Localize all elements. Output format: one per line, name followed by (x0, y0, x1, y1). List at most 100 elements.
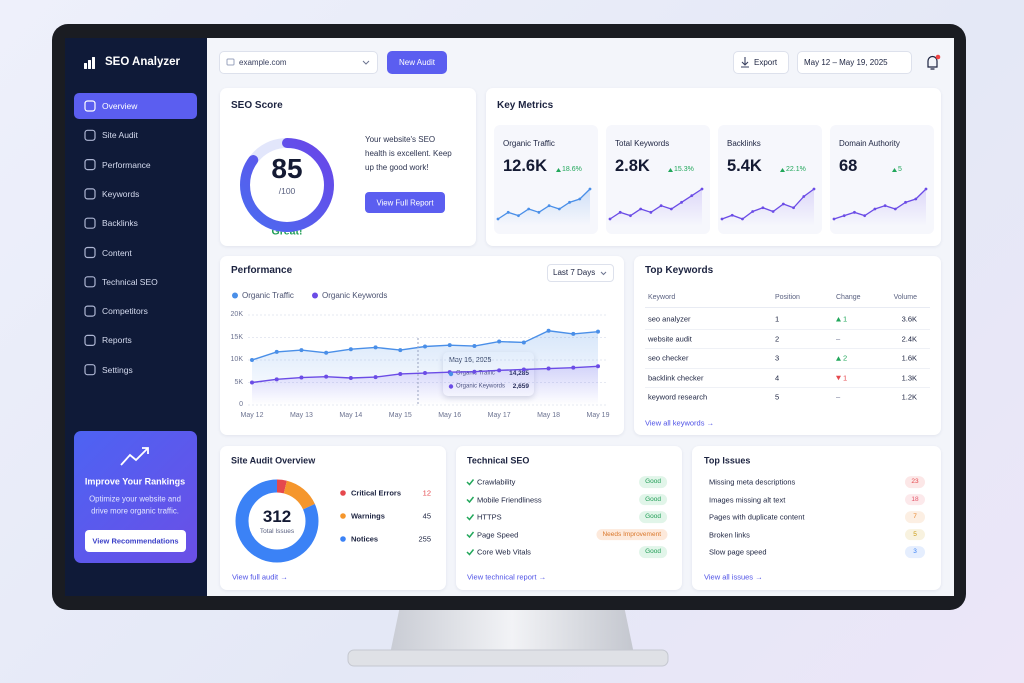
metric-value: 12.6K (503, 157, 548, 176)
issue-count: 255 (418, 534, 431, 544)
promo-button[interactable] (85, 530, 186, 552)
period[interactable]: Last 7 Days (553, 268, 596, 278)
export-button[interactable] (733, 51, 789, 74)
nav-item[interactable]: Performance (102, 159, 151, 170)
domain-select[interactable] (219, 51, 378, 74)
check-name: HTTPS (477, 512, 502, 522)
new-audit-label[interactable]: New Audit (398, 57, 436, 67)
divider (645, 348, 930, 350)
x-tick-label: May 12 (240, 411, 264, 419)
metric-value: 68 (839, 157, 858, 176)
link[interactable]: View all keywords → (645, 418, 715, 428)
issue-count: 45 (422, 511, 431, 521)
nav-item[interactable]: Reports (102, 335, 132, 346)
card-title: Top Keywords (645, 265, 714, 276)
total: 312 (262, 506, 292, 526)
keyword: website audit (648, 334, 692, 344)
nav-item[interactable]: Keywords (102, 188, 140, 199)
legend-label: Organic Traffic (242, 290, 294, 300)
change: – (836, 392, 841, 402)
nav-item[interactable]: Settings (102, 364, 133, 375)
divider (645, 328, 930, 330)
card-title: Key Metrics (497, 100, 554, 111)
nav-item[interactable]: Overview (102, 100, 138, 111)
date-picker[interactable] (797, 51, 912, 74)
check-name: Mobile Friendliness (477, 495, 542, 504)
link[interactable]: View all issues → (704, 572, 763, 582)
full-report-label[interactable]: View Full Report (376, 197, 434, 207)
column-header: Position (775, 293, 800, 301)
issue-name: Slow page speed (709, 547, 767, 557)
period-select[interactable] (547, 264, 614, 282)
metric-change: 18.6% (562, 165, 582, 173)
volume: 1.6K (901, 353, 917, 363)
card-title: SEO Score (231, 100, 283, 111)
position: 1 (775, 314, 780, 324)
monitor-base (347, 649, 669, 667)
y-tick-label: 15K (230, 333, 243, 341)
link[interactable]: View full audit → (232, 572, 288, 582)
x-tick-label: May 17 (487, 411, 511, 419)
metric-label: Total Keywords (615, 139, 670, 149)
full-report-button[interactable] (365, 192, 445, 213)
site-audit-card (220, 446, 446, 590)
nav-item[interactable]: Site Audit (102, 130, 138, 141)
tooltip-value: 14,285 (509, 370, 529, 378)
metric-label: Organic Traffic (503, 139, 555, 149)
score-max: /100 (278, 185, 296, 196)
x-tick-label: May 19 (586, 411, 610, 419)
divider (645, 387, 930, 389)
volume: 1.2K (901, 392, 917, 402)
metric-value: 5.4K (727, 157, 762, 176)
status-badge: Good (639, 511, 667, 523)
keyword: keyword research (648, 392, 708, 402)
issue-name: Images missing alt text (709, 495, 786, 504)
promo-text: Optimize your website and drive more org… (89, 494, 181, 515)
volume: 1.3K (901, 373, 917, 383)
metric-label: Domain Authority (839, 139, 900, 149)
total-label: Total Issues (259, 528, 295, 536)
issue-type: Notices (351, 534, 379, 544)
export-label[interactable]: Export (754, 57, 778, 67)
issue-count-badge: 23 (905, 476, 925, 488)
metric-change: 22.1% (786, 165, 806, 173)
nav-item[interactable]: Technical SEO (102, 276, 158, 287)
nav-item[interactable]: Competitors (102, 306, 148, 316)
new-audit-button[interactable] (387, 51, 447, 74)
x-tick-label: May 14 (339, 411, 363, 419)
date-range[interactable]: May 12 – May 19, 2025 (804, 57, 888, 67)
metric-change: 15.3% (674, 165, 694, 173)
monitor-neck (390, 606, 634, 654)
issue-name: Pages with duplicate content (709, 512, 805, 522)
promo-button-label[interactable]: View Recommendations (92, 536, 179, 546)
rating: Great! (271, 225, 303, 238)
position: 2 (775, 334, 780, 344)
legend-label: Organic Keywords (322, 290, 388, 300)
y-tick-label: 0 (239, 400, 243, 408)
nav-item[interactable]: Backlinks (102, 218, 138, 229)
x-tick-label: May 16 (438, 411, 462, 419)
status-badge: Good (639, 493, 667, 506)
check-name: Page Speed (477, 530, 519, 539)
position: 4 (775, 373, 780, 383)
brand: SEO Analyzer (105, 56, 180, 69)
volume: 3.6K (901, 314, 917, 324)
status-badge: Good (639, 546, 667, 558)
column-header: Change (836, 293, 861, 301)
tooltip-date: May 16, 2025 (449, 356, 492, 364)
issue-count-badge: 3 (905, 546, 925, 558)
divider (645, 367, 930, 369)
position: 3 (775, 353, 780, 363)
issue-count-badge: 18 (905, 493, 925, 506)
issue-name: Broken links (709, 530, 750, 539)
nav-item[interactable]: Content (102, 247, 132, 258)
link[interactable]: View technical report → (467, 572, 547, 582)
status-badge: Good (639, 476, 667, 488)
check-name: Crawlability (477, 477, 516, 487)
keyword: backlink checker (648, 373, 704, 383)
x-tick-label: May 15 (388, 411, 412, 419)
y-tick-label: 10K (230, 355, 243, 363)
top-keywords-card (634, 256, 941, 435)
x-tick-label: May 13 (289, 411, 313, 419)
